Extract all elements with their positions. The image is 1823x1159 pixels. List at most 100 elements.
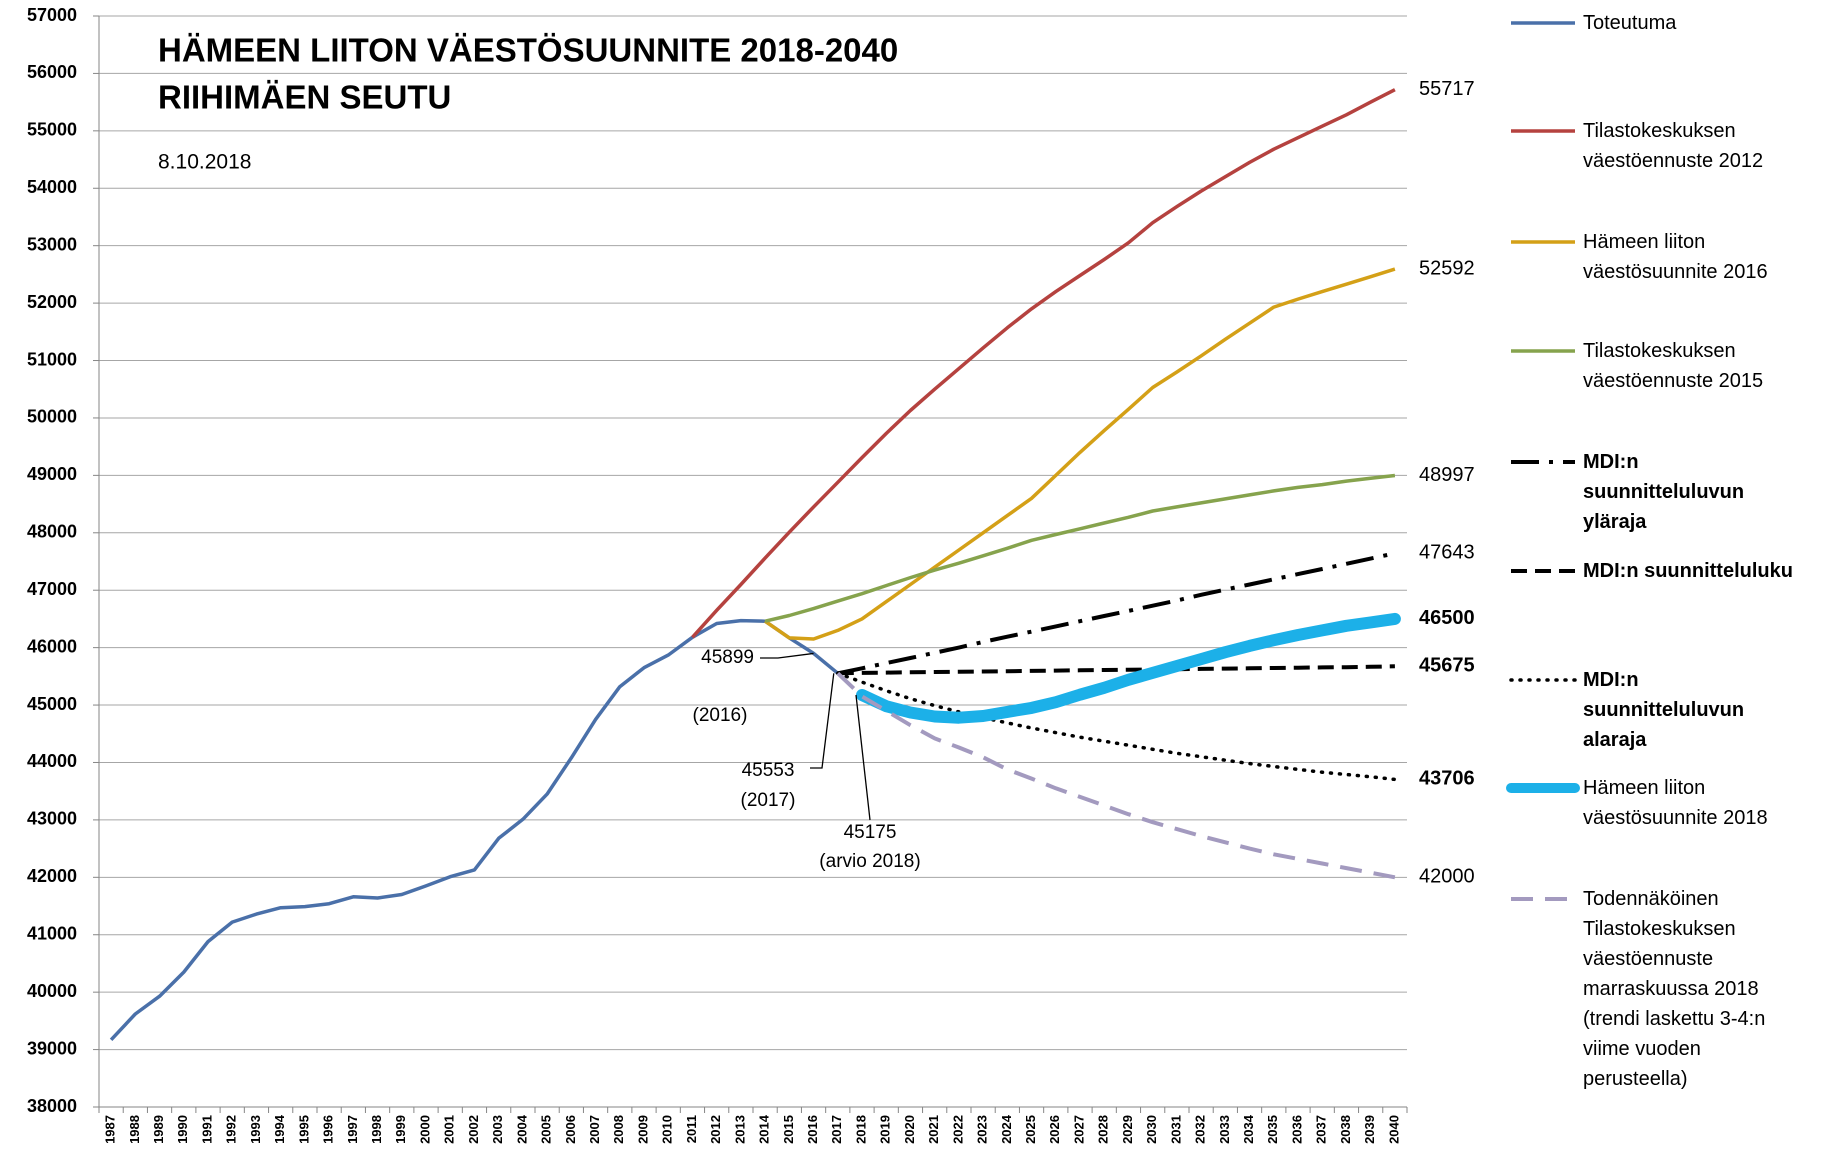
x-tick-label: 2025 — [1023, 1115, 1038, 1144]
y-tick-label: 50000 — [27, 407, 77, 427]
legend-label: MDI:n suunnitteluluvun alaraja — [1583, 669, 1745, 751]
x-tick-label: 2002 — [466, 1115, 481, 1144]
x-tick-label: 2032 — [1193, 1115, 1208, 1144]
x-tick-label: 2023 — [975, 1115, 990, 1144]
x-tick-label: 2012 — [708, 1115, 723, 1144]
y-tick-label: 54000 — [27, 177, 77, 197]
series-line — [836, 671, 1397, 782]
series-line — [109, 618, 839, 1041]
x-tick-label: 1988 — [127, 1115, 142, 1144]
x-tick-label: 1995 — [296, 1115, 311, 1144]
y-tick-label: 47000 — [27, 579, 77, 599]
x-tick-label: 2040 — [1386, 1115, 1401, 1144]
x-tick-label: 2001 — [442, 1115, 457, 1144]
y-tick-label: 51000 — [27, 349, 77, 369]
x-tick-label: 2020 — [902, 1115, 917, 1144]
x-tick-label: 2011 — [684, 1115, 699, 1143]
x-tick-label: 2007 — [587, 1115, 602, 1144]
series-line — [837, 664, 1395, 676]
x-tick-label: 2008 — [611, 1115, 626, 1144]
x-tick-label: 2027 — [1071, 1115, 1086, 1144]
y-tick-label: 49000 — [27, 464, 77, 484]
y-tick-label: 39000 — [27, 1038, 77, 1058]
annotation-note: (2016) — [693, 705, 748, 726]
x-tick-label: 1991 — [199, 1115, 214, 1144]
end-label: 45675 — [1419, 655, 1475, 677]
x-tick-label: 2006 — [563, 1115, 578, 1144]
annotation-note: (2017) — [741, 790, 796, 811]
y-tick-label: 38000 — [27, 1096, 77, 1116]
x-tick-label: 1989 — [151, 1115, 166, 1144]
x-tick-label: 2010 — [660, 1115, 675, 1144]
chart-date: 8.10.2018 — [158, 151, 251, 174]
y-tick-label: 46000 — [27, 636, 77, 656]
x-tick-label: 1996 — [321, 1115, 336, 1144]
end-label: 42000 — [1419, 866, 1475, 888]
chart-title: HÄMEEN LIITON VÄESTÖSUUNNITE 2018-2040 — [158, 32, 898, 69]
annotation-leader — [855, 694, 871, 821]
y-tick-label: 41000 — [27, 923, 77, 943]
x-tick-label: 2003 — [490, 1115, 505, 1144]
y-tick-label: 57000 — [27, 5, 77, 25]
x-tick-label: 2004 — [514, 1114, 529, 1144]
y-tick-label: 48000 — [27, 522, 77, 542]
end-label: 55717 — [1419, 78, 1475, 100]
end-label: 43706 — [1419, 768, 1475, 790]
x-tick-label: 2017 — [829, 1115, 844, 1144]
x-tick-label: 2037 — [1314, 1115, 1329, 1144]
x-tick-label: 1992 — [224, 1115, 239, 1144]
x-tick-label: 2035 — [1265, 1115, 1280, 1144]
legend-label: Toteutuma — [1583, 12, 1677, 34]
y-tick-label: 45000 — [27, 694, 77, 714]
x-tick-label: 1987 — [103, 1115, 118, 1144]
x-tick-label: 2000 — [417, 1115, 432, 1144]
x-tick-label: 2016 — [805, 1115, 820, 1144]
end-label: 52592 — [1419, 257, 1475, 279]
y-tick-label: 56000 — [27, 62, 77, 82]
x-tick-label: 2022 — [950, 1115, 965, 1144]
y-tick-label: 52000 — [27, 292, 77, 312]
legend-label: MDI:n suunnitteluluvun yläraja — [1583, 451, 1745, 533]
legend-label: Hämeen liiton väestösuunnite 2018 — [1583, 777, 1768, 829]
x-tick-label: 2018 — [853, 1115, 868, 1144]
annotation-text: 45899 — [701, 647, 754, 668]
y-tick-label: 55000 — [27, 120, 77, 140]
x-tick-label: 1997 — [345, 1115, 360, 1144]
x-tick-label: 2034 — [1241, 1114, 1256, 1144]
x-tick-label: 2026 — [1047, 1115, 1062, 1144]
chart-subtitle: RIIHIMÄEN SEUTU — [158, 79, 451, 116]
legend-label: Tilastokeskuksen väestöennuste 2012 — [1583, 120, 1764, 172]
legend-label: MDI:n suunnitteluluku — [1583, 560, 1793, 582]
x-tick-label: 2015 — [781, 1115, 796, 1144]
x-tick-label: 1990 — [175, 1115, 190, 1144]
annotation-text: 45175 — [844, 822, 897, 843]
legend-label: Tilastokeskuksen väestöennuste 2015 — [1583, 340, 1764, 392]
y-tick-label: 40000 — [27, 981, 77, 1001]
x-tick-label: 1994 — [272, 1114, 287, 1144]
annotation-text: 45553 — [742, 760, 795, 781]
x-tick-label: 1993 — [248, 1115, 263, 1144]
series-line — [856, 612, 1401, 724]
x-tick-label: 1999 — [393, 1115, 408, 1144]
x-tick-label: 2031 — [1168, 1115, 1183, 1144]
x-tick-label: 2030 — [1144, 1115, 1159, 1144]
x-tick-label: 2009 — [635, 1115, 650, 1144]
y-tick-label: 53000 — [27, 234, 77, 254]
end-label: 46500 — [1419, 607, 1475, 629]
x-tick-label: 2039 — [1362, 1115, 1377, 1144]
annotation-leader — [760, 652, 814, 659]
series-line — [837, 551, 1396, 676]
series-line — [764, 473, 1396, 623]
y-tick-label: 44000 — [27, 751, 77, 771]
y-tick-label: 43000 — [27, 809, 77, 829]
x-tick-label: 2033 — [1217, 1115, 1232, 1144]
x-tick-label: 2024 — [999, 1114, 1014, 1144]
legend-label: Hämeen liiton väestösuunnite 2016 — [1583, 231, 1768, 283]
x-tick-label: 2021 — [926, 1115, 941, 1144]
x-tick-label: 2013 — [732, 1115, 747, 1144]
series-line — [764, 267, 1396, 641]
y-tick-label: 42000 — [27, 866, 77, 886]
annotation-leader — [810, 673, 835, 769]
